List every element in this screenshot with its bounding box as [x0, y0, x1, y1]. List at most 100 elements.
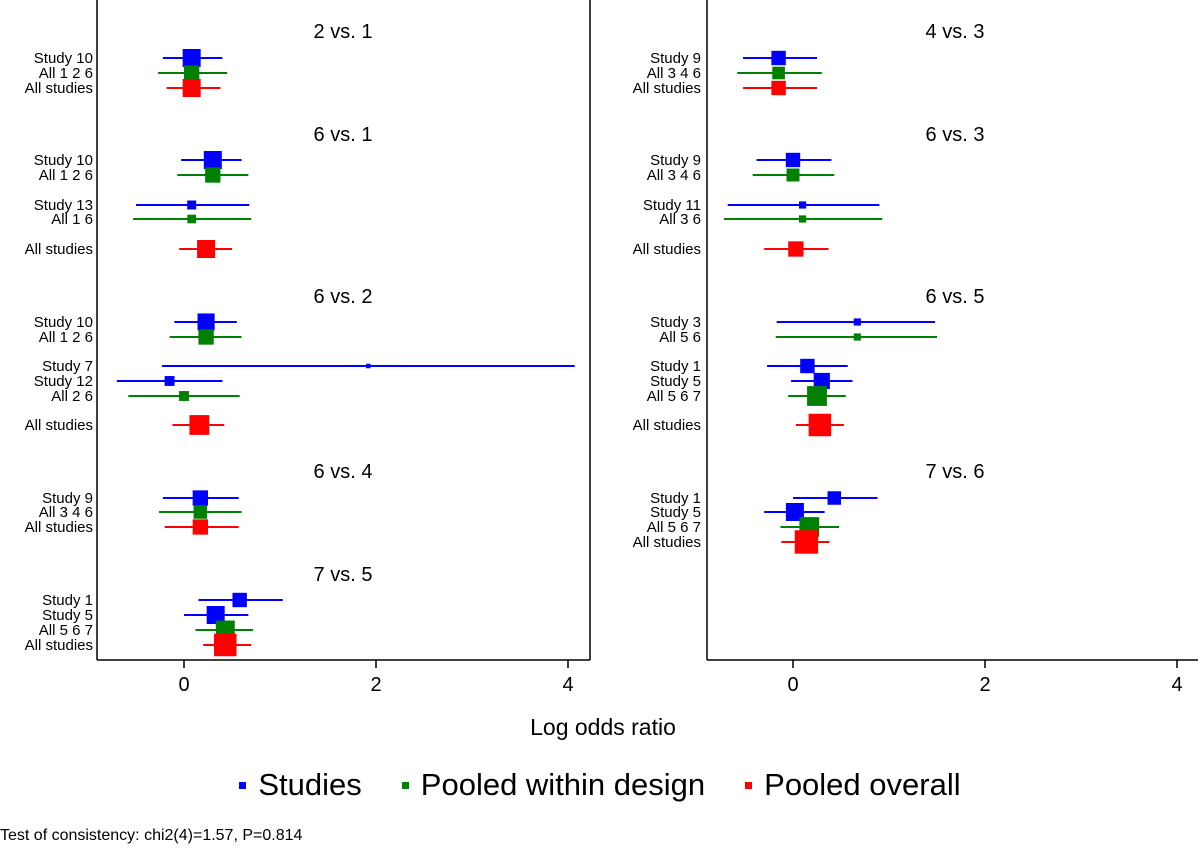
- row-label-right-3-3: All studies: [633, 534, 701, 551]
- estimate-marker-right-2-0: [853, 318, 861, 326]
- row-label-right-0-2: All studies: [633, 80, 701, 97]
- row-label-left-1-1: All 1 2 6: [39, 167, 93, 184]
- estimate-marker-right-2-4: [807, 386, 827, 406]
- row-label-left-4-2: All 5 6 7: [39, 622, 93, 639]
- row-label-right-3-2: All 5 6 7: [647, 519, 701, 536]
- panel-right-xtick-label-0: 0: [787, 674, 798, 696]
- row-label-left-4-3: All studies: [25, 637, 93, 654]
- row-label-right-3-0: Study 1: [650, 490, 701, 507]
- row-label-right-1-4: All studies: [633, 241, 701, 258]
- group-title-right-3: 7 vs. 6: [926, 461, 985, 483]
- legend-label-overall: Pooled overall: [764, 767, 961, 802]
- row-label-right-1-0: Study 9: [650, 152, 701, 169]
- group-title-left-1: 6 vs. 1: [314, 124, 373, 146]
- estimate-marker-right-2-2: [800, 358, 815, 374]
- row-label-left-0-1: All 1 2 6: [39, 65, 93, 82]
- row-label-left-2-0: Study 10: [34, 314, 93, 331]
- consistency-test-footnote: Test of consistency: chi2(4)=1.57, P=0.8…: [0, 827, 303, 844]
- panel-left-xtick-label-2: 4: [562, 674, 573, 696]
- row-label-left-4-0: Study 1: [42, 592, 93, 609]
- estimate-marker-right-2-1: [853, 333, 861, 341]
- row-label-left-2-4: All 2 6: [51, 388, 93, 405]
- group-title-left-4: 7 vs. 5: [314, 564, 373, 586]
- estimate-marker-right-3-1: [785, 503, 804, 521]
- estimate-marker-left-3-0: [192, 490, 208, 506]
- row-label-left-1-2: Study 13: [34, 197, 93, 214]
- group-title-right-2: 6 vs. 5: [926, 286, 985, 308]
- estimate-marker-right-1-4: [788, 241, 804, 257]
- row-label-left-2-5: All studies: [25, 417, 93, 434]
- row-label-left-2-3: Study 12: [34, 373, 93, 390]
- group-title-left-0: 2 vs. 1: [314, 21, 373, 43]
- row-label-right-1-1: All 3 4 6: [647, 167, 701, 184]
- panel-right-xtick-label-1: 2: [979, 674, 990, 696]
- estimate-marker-left-0-0: [182, 49, 201, 67]
- estimate-marker-left-2-3: [164, 376, 175, 386]
- estimate-marker-left-1-3: [187, 214, 196, 224]
- row-label-left-1-4: All studies: [25, 241, 93, 258]
- estimate-marker-left-3-1: [193, 505, 208, 519]
- legend: Studies Pooled within design Pooled over…: [0, 760, 1200, 810]
- estimate-marker-right-0-1: [772, 66, 785, 80]
- group-title-left-2: 6 vs. 2: [314, 286, 373, 308]
- estimate-marker-left-2-4: [179, 391, 189, 401]
- estimate-marker-left-1-4: [197, 240, 216, 258]
- estimate-marker-left-2-2: [366, 363, 371, 369]
- panel-left-xtick-label-1: 2: [370, 674, 381, 696]
- row-label-right-2-4: All 5 6 7: [647, 388, 701, 405]
- estimate-marker-left-2-1: [198, 329, 214, 345]
- estimate-marker-left-1-1: [205, 167, 221, 183]
- row-label-right-0-0: Study 9: [650, 50, 701, 67]
- row-label-left-0-0: Study 10: [34, 50, 93, 67]
- estimate-marker-left-0-1: [184, 65, 200, 81]
- legend-swatch-design: [401, 781, 409, 789]
- row-label-left-0-2: All studies: [25, 80, 93, 97]
- panel-left-xtick-label-0: 0: [178, 674, 189, 696]
- estimate-marker-left-1-2: [187, 200, 197, 210]
- x-axis-label: Log odds ratio: [530, 714, 676, 740]
- estimate-marker-left-0-2: [182, 79, 201, 97]
- estimate-marker-right-1-2: [799, 201, 807, 209]
- row-label-right-3-1: Study 5: [650, 504, 701, 521]
- estimate-marker-right-2-3: [813, 372, 830, 390]
- legend-label-studies: Studies: [258, 767, 362, 802]
- estimate-marker-right-0-2: [771, 80, 786, 96]
- estimate-marker-left-2-0: [197, 313, 215, 331]
- row-label-right-2-5: All studies: [633, 417, 701, 434]
- estimate-marker-left-4-0: [232, 592, 247, 608]
- estimate-marker-left-2-5: [189, 415, 210, 435]
- row-label-right-2-0: Study 3: [650, 314, 701, 331]
- estimate-marker-left-4-3: [214, 633, 237, 657]
- estimate-marker-right-2-5: [808, 413, 832, 437]
- row-label-left-1-0: Study 10: [34, 152, 93, 169]
- row-label-right-2-3: Study 5: [650, 373, 701, 390]
- legend-label-design: Pooled within design: [420, 767, 706, 802]
- row-label-left-1-3: All 1 6: [51, 211, 93, 228]
- group-title-right-1: 6 vs. 3: [926, 124, 985, 146]
- row-label-left-4-1: Study 5: [42, 607, 93, 624]
- estimate-marker-right-3-0: [827, 491, 842, 505]
- group-title-right-0: 4 vs. 3: [926, 21, 985, 43]
- estimate-marker-left-4-1: [206, 606, 225, 624]
- row-label-left-3-1: All 3 4 6: [39, 504, 93, 521]
- panel-right-xtick-label-2: 4: [1171, 674, 1182, 696]
- row-label-left-3-2: All studies: [25, 519, 93, 536]
- row-label-right-1-3: All 3 6: [659, 211, 701, 228]
- row-label-right-2-2: Study 1: [650, 358, 701, 375]
- estimate-marker-left-3-2: [192, 519, 208, 535]
- estimate-marker-right-1-1: [786, 168, 800, 182]
- legend-swatch-studies: [239, 781, 247, 789]
- estimate-marker-right-0-0: [771, 50, 786, 66]
- row-label-left-2-1: All 1 2 6: [39, 329, 93, 346]
- estimate-marker-right-1-0: [785, 152, 801, 168]
- legend-item-overall: Pooled overall: [745, 767, 961, 803]
- estimate-marker-right-3-3: [794, 530, 819, 554]
- row-label-left-2-2: Study 7: [42, 358, 93, 375]
- row-label-right-2-1: All 5 6: [659, 329, 701, 346]
- legend-swatch-overall: [745, 781, 753, 789]
- estimate-marker-right-1-3: [799, 215, 807, 223]
- legend-item-design: Pooled within design: [401, 767, 706, 803]
- row-label-right-0-1: All 3 4 6: [647, 65, 701, 82]
- legend-item-studies: Studies: [239, 767, 362, 803]
